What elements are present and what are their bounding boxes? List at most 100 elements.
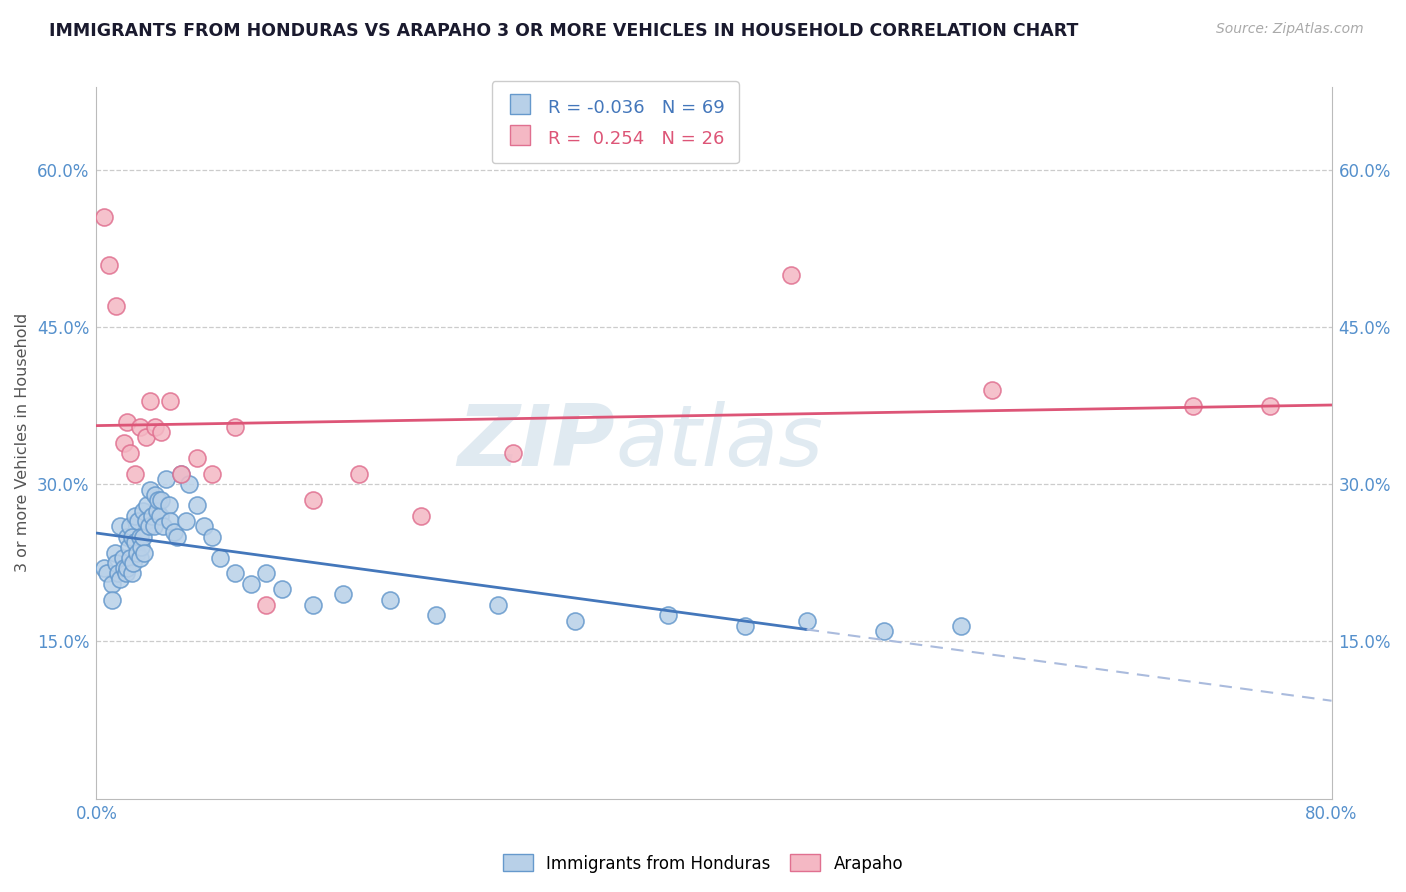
Point bbox=[980, 383, 1002, 397]
Point bbox=[950, 619, 973, 633]
Point bbox=[174, 514, 197, 528]
Point bbox=[93, 561, 115, 575]
Point bbox=[502, 446, 524, 460]
Point bbox=[135, 430, 157, 444]
Point bbox=[136, 499, 159, 513]
Point bbox=[150, 493, 173, 508]
Point bbox=[135, 514, 157, 528]
Point bbox=[122, 556, 145, 570]
Point bbox=[780, 268, 803, 282]
Point bbox=[170, 467, 193, 481]
Point bbox=[104, 545, 127, 559]
Point bbox=[120, 550, 142, 565]
Point bbox=[128, 550, 150, 565]
Point bbox=[159, 393, 181, 408]
Point bbox=[121, 566, 143, 581]
Point bbox=[166, 530, 188, 544]
Point bbox=[347, 467, 370, 481]
Point bbox=[139, 483, 162, 497]
Point bbox=[101, 592, 124, 607]
Point bbox=[150, 425, 173, 439]
Text: atlas: atlas bbox=[616, 401, 823, 484]
Point bbox=[97, 258, 120, 272]
Point bbox=[186, 499, 208, 513]
Point bbox=[193, 519, 215, 533]
Point bbox=[152, 519, 174, 533]
Point bbox=[301, 598, 323, 612]
Point bbox=[332, 587, 354, 601]
Point bbox=[425, 608, 447, 623]
Y-axis label: 3 or more Vehicles in Household: 3 or more Vehicles in Household bbox=[15, 313, 30, 572]
Point bbox=[112, 561, 135, 575]
Point bbox=[157, 499, 180, 513]
Text: ZIP: ZIP bbox=[457, 401, 616, 484]
Point bbox=[149, 508, 172, 523]
Point bbox=[657, 608, 679, 623]
Point bbox=[128, 530, 150, 544]
Point bbox=[142, 519, 165, 533]
Legend: Immigrants from Honduras, Arapaho: Immigrants from Honduras, Arapaho bbox=[496, 847, 910, 880]
Point bbox=[117, 530, 139, 544]
Point bbox=[873, 624, 896, 638]
Point bbox=[131, 530, 153, 544]
Point bbox=[141, 508, 163, 523]
Point bbox=[201, 530, 224, 544]
Point bbox=[120, 519, 142, 533]
Point bbox=[134, 545, 156, 559]
Point bbox=[101, 577, 124, 591]
Point bbox=[378, 592, 401, 607]
Point bbox=[129, 541, 152, 555]
Point bbox=[146, 493, 169, 508]
Text: Source: ZipAtlas.com: Source: ZipAtlas.com bbox=[1216, 22, 1364, 37]
Point bbox=[224, 566, 246, 581]
Point bbox=[96, 566, 118, 581]
Point bbox=[131, 503, 153, 517]
Point bbox=[127, 514, 149, 528]
Point bbox=[564, 614, 586, 628]
Point bbox=[486, 598, 509, 612]
Point bbox=[112, 435, 135, 450]
Point bbox=[208, 550, 231, 565]
Point bbox=[114, 566, 136, 581]
Point bbox=[796, 614, 818, 628]
Point bbox=[111, 550, 134, 565]
Point bbox=[239, 577, 262, 591]
Point bbox=[138, 519, 160, 533]
Point bbox=[734, 619, 756, 633]
Point bbox=[145, 503, 167, 517]
Point bbox=[155, 472, 177, 486]
Point bbox=[124, 508, 146, 523]
Point bbox=[162, 524, 184, 539]
Point bbox=[177, 477, 200, 491]
Point bbox=[1181, 399, 1204, 413]
Point bbox=[159, 514, 181, 528]
Point bbox=[139, 393, 162, 408]
Point bbox=[254, 566, 277, 581]
Point bbox=[108, 572, 131, 586]
Point bbox=[93, 211, 115, 225]
Point bbox=[120, 446, 142, 460]
Point bbox=[224, 420, 246, 434]
Point bbox=[125, 545, 148, 559]
Point bbox=[143, 420, 166, 434]
Point bbox=[409, 508, 432, 523]
Point bbox=[118, 541, 141, 555]
Point bbox=[143, 488, 166, 502]
Point bbox=[107, 566, 129, 581]
Legend: R = -0.036   N = 69, R =  0.254   N = 26: R = -0.036 N = 69, R = 0.254 N = 26 bbox=[492, 81, 738, 163]
Point bbox=[105, 556, 128, 570]
Text: IMMIGRANTS FROM HONDURAS VS ARAPAHO 3 OR MORE VEHICLES IN HOUSEHOLD CORRELATION : IMMIGRANTS FROM HONDURAS VS ARAPAHO 3 OR… bbox=[49, 22, 1078, 40]
Point bbox=[1258, 399, 1281, 413]
Point bbox=[186, 451, 208, 466]
Point bbox=[170, 467, 193, 481]
Point bbox=[108, 519, 131, 533]
Point bbox=[128, 420, 150, 434]
Point bbox=[201, 467, 224, 481]
Point bbox=[124, 467, 146, 481]
Point bbox=[270, 582, 292, 596]
Point bbox=[124, 535, 146, 549]
Point bbox=[301, 493, 323, 508]
Point bbox=[105, 300, 128, 314]
Point bbox=[121, 530, 143, 544]
Point bbox=[254, 598, 277, 612]
